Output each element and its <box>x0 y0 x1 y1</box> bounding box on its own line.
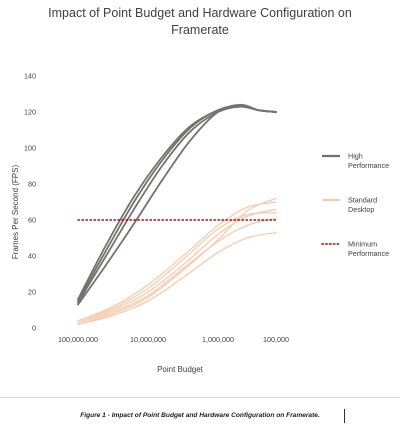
y-axis-label: Frames Per Second (FPS) <box>11 165 20 260</box>
y-tick-label: 20 <box>28 288 36 297</box>
y-tick-label: 80 <box>28 180 36 189</box>
series-line-standard-desktop-2 <box>77 208 277 324</box>
series-line-standard-desktop-1 <box>77 197 277 326</box>
series-line-standard-desktop-3 <box>77 212 277 322</box>
y-tick-label: 140 <box>24 72 36 81</box>
y-tick-label: 100 <box>24 144 36 153</box>
x-tick-label: 100,000 <box>263 335 289 344</box>
chart-title-line-1: Impact of Point Budget and Hardware Conf… <box>48 6 352 20</box>
legend-label-high-performance-1: High <box>348 152 363 161</box>
legend-label-minimum-performance-1: Minimum <box>348 240 377 249</box>
y-tick-label: 120 <box>24 108 36 117</box>
series-line-standard-desktop-6 <box>77 201 277 322</box>
y-tick-label: 60 <box>28 216 36 225</box>
series-line-high-performance-4 <box>77 103 277 301</box>
legend-label-standard-desktop-1: Standard <box>348 196 377 205</box>
legend: High Performance Standard Desktop Minimu… <box>321 152 389 258</box>
legend-label-high-performance-2: Performance <box>348 161 389 170</box>
y-tick-label: 0 <box>32 324 36 333</box>
x-axis-label: Point Budget <box>157 365 204 374</box>
x-tick-label: 10,000,000 <box>130 335 166 344</box>
series-lines <box>77 103 277 326</box>
line-chart: Impact of Point Budget and Hardware Conf… <box>11 6 389 374</box>
x-tick-label: 1,000,000 <box>202 335 234 344</box>
series-line-standard-desktop-4 <box>77 217 277 324</box>
figure-caption: Figure 1 - Impact of Point Budget and Ha… <box>80 412 320 419</box>
legend-label-minimum-performance-2: Performance <box>348 249 389 258</box>
y-tick-label: 40 <box>28 252 36 261</box>
chart-title-line-2: Framerate <box>171 23 229 37</box>
series-line-high-performance-3 <box>77 105 277 302</box>
text-cursor <box>344 409 345 423</box>
series-line-standard-desktop-5 <box>77 231 277 326</box>
y-axis-ticks: 0 20 40 60 80 100 120 140 <box>24 72 36 333</box>
legend-label-standard-desktop-2: Desktop <box>348 205 374 214</box>
x-axis-ticks: 100,000,000 10,000,000 1,000,000 100,000 <box>58 335 289 344</box>
caption-divider <box>0 397 400 398</box>
x-tick-label: 100,000,000 <box>58 335 98 344</box>
